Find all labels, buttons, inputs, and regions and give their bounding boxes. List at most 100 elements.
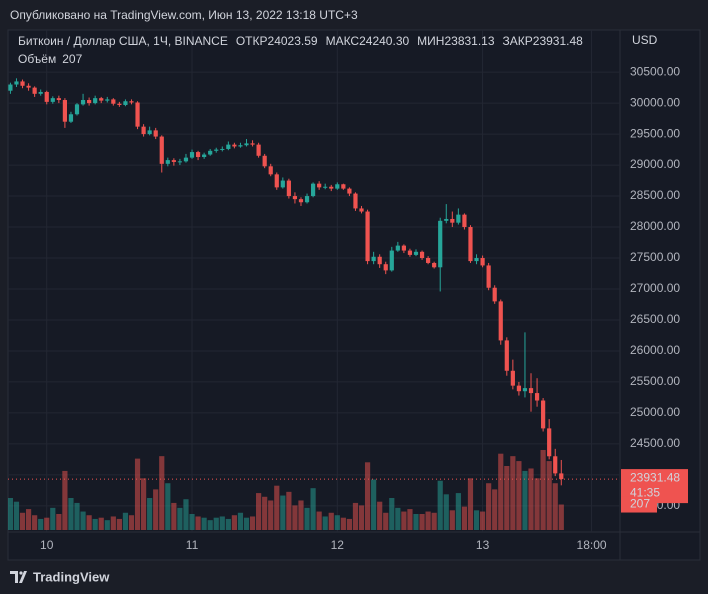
candle-body <box>244 143 249 146</box>
volume-bar <box>74 502 80 530</box>
published-note: Опубликовано на TradingView.com, Июн 13,… <box>10 8 358 22</box>
volume-bar <box>189 514 195 530</box>
candle-body <box>68 114 74 122</box>
candle-body <box>353 193 358 209</box>
candle-body <box>208 150 213 155</box>
candle-body <box>480 258 485 266</box>
candle-body <box>147 130 152 135</box>
volume-bar <box>98 517 104 530</box>
volume-bar <box>171 502 177 530</box>
candle-body <box>292 196 298 200</box>
currency: USD <box>632 33 658 47</box>
volume-bar <box>159 456 165 530</box>
volume-bar <box>44 517 50 530</box>
volume-bar <box>449 510 455 530</box>
legend-value: 23931.48 <box>533 34 583 48</box>
volume-bar <box>268 500 274 530</box>
volume-bar <box>328 512 334 530</box>
logo-icon <box>10 571 27 583</box>
volume-bar <box>243 517 250 530</box>
x-tick-label: 18:00 <box>577 538 607 552</box>
x-tick-label: 13 <box>476 538 490 552</box>
volume-bar <box>316 511 322 530</box>
legend-label: ЗАКР <box>503 34 533 48</box>
candle-body <box>317 183 322 188</box>
volume-bar <box>528 468 534 530</box>
volume-bar <box>13 501 20 530</box>
y-tick-label: 25500.00 <box>630 374 680 388</box>
candle-body <box>450 218 455 223</box>
volume-bar <box>401 511 407 530</box>
volume-bar <box>195 516 201 530</box>
legend-value: 24240.30 <box>359 34 409 48</box>
candle-body <box>256 144 261 156</box>
legend-value: 23831.13 <box>444 34 494 48</box>
candle-body <box>141 126 146 135</box>
volume-bar <box>153 489 159 530</box>
candle-body <box>99 98 104 101</box>
volume-bar <box>25 509 32 530</box>
x-tick-label: 12 <box>331 538 345 552</box>
volume-bar <box>419 514 425 530</box>
candle-body <box>153 130 158 137</box>
volume-bar <box>201 517 207 530</box>
volume-bar <box>377 501 383 530</box>
candle-body <box>395 245 400 251</box>
volume-bar <box>62 470 68 530</box>
volume-bar <box>364 462 371 530</box>
candle-body <box>238 145 243 147</box>
candle-body <box>365 211 370 262</box>
candle-body <box>559 473 564 480</box>
candle-body <box>547 428 552 457</box>
volume-bar <box>86 515 92 530</box>
y-tick-label: 26500.00 <box>630 312 680 326</box>
volume-bar <box>56 514 62 530</box>
y-tick-label: 30000.00 <box>630 95 680 109</box>
volume-bar <box>304 507 310 530</box>
candle-body <box>274 174 279 188</box>
candle-body <box>359 208 364 212</box>
y-tick-label: 28500.00 <box>630 188 680 202</box>
y-tick-label: 25000.00 <box>630 405 680 419</box>
y-tick-label: 29500.00 <box>630 126 680 140</box>
volume-bar <box>479 511 486 530</box>
volume-bar <box>504 466 510 530</box>
candle-body <box>444 218 449 221</box>
volume-bar <box>352 502 359 530</box>
volume-bar <box>147 498 153 530</box>
volume-bar <box>461 506 468 530</box>
candle-body <box>226 144 231 149</box>
chart-title: Биткоин / Доллар США, 1Ч, BINANCE <box>18 34 228 48</box>
volume-bar <box>516 461 522 530</box>
volume-bar <box>298 500 304 530</box>
candle-body <box>280 180 285 188</box>
candle-body <box>50 98 55 102</box>
candle-body <box>347 188 352 194</box>
candle-body <box>413 251 419 255</box>
candle-body <box>177 161 183 163</box>
candle-body <box>323 186 328 188</box>
logo-dot <box>19 571 23 575</box>
candle-body <box>468 227 473 262</box>
volume-bar <box>280 495 286 530</box>
candle-body <box>401 245 406 251</box>
volume-bar <box>383 512 389 530</box>
candle-body <box>432 262 437 268</box>
volume-bar <box>213 517 219 530</box>
candle-body <box>262 155 267 167</box>
volume-bar <box>437 480 443 530</box>
y-tick-label: 30500.00 <box>630 64 680 78</box>
candle-body <box>14 81 19 85</box>
candle-body <box>129 101 134 103</box>
y-tick-label: 27000.00 <box>630 281 680 295</box>
candle-body <box>528 388 534 394</box>
volume-value-box <box>621 496 657 513</box>
candle-body <box>32 87 37 94</box>
volume-bar <box>407 509 413 530</box>
candle-body <box>117 103 122 105</box>
candle-body <box>111 99 116 104</box>
volume-bar <box>177 507 183 530</box>
candle-body <box>250 143 255 145</box>
